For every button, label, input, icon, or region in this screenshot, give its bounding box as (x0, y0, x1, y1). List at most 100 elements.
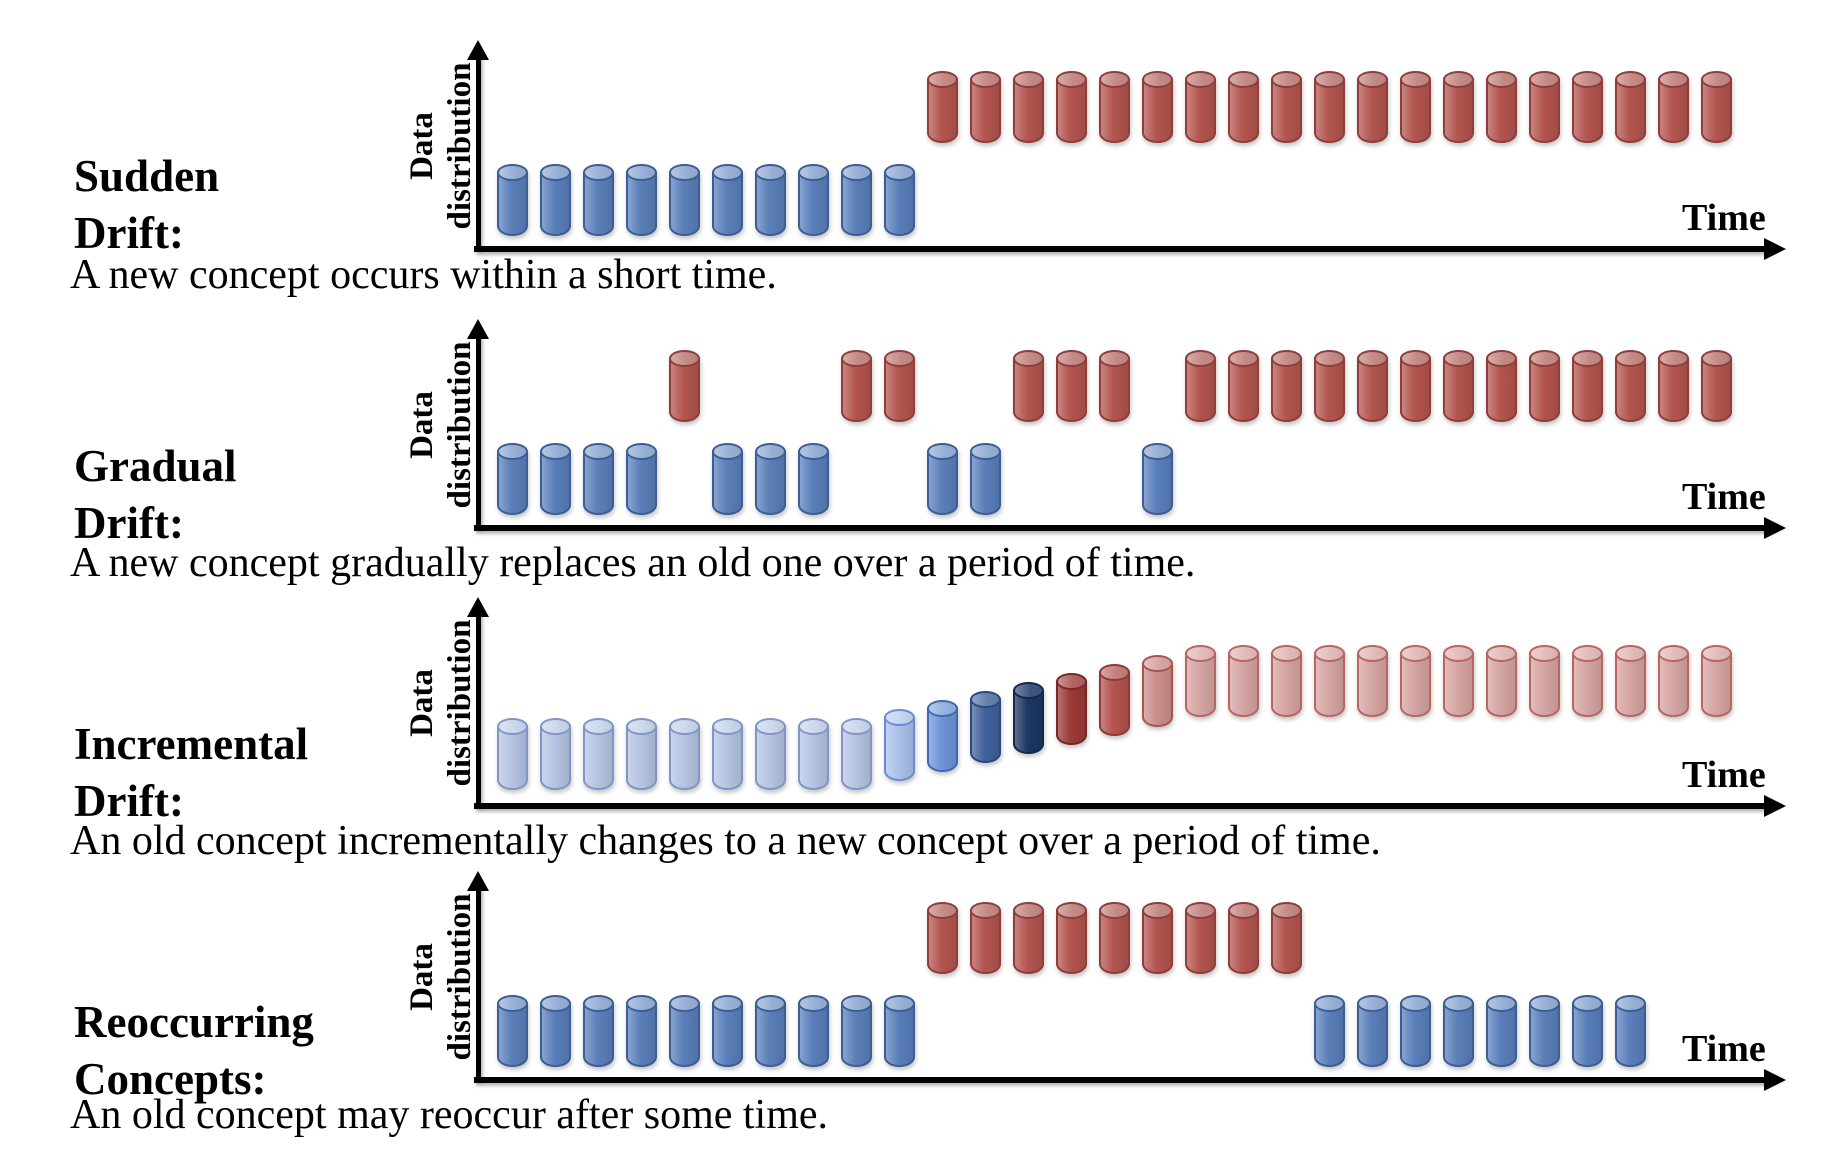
cylinder-body (798, 451, 829, 515)
cylinder-cap (1228, 350, 1259, 367)
x-axis-arrow-icon (1764, 1069, 1786, 1091)
cylinder-cap (1099, 71, 1130, 88)
cylinder-body (1443, 358, 1474, 422)
cylinder-body (927, 910, 958, 974)
cylinder-body (927, 451, 958, 515)
cylinder-cap (626, 443, 657, 460)
row-title: Gradual Drift: (74, 438, 237, 552)
cylinder-cap (583, 718, 614, 735)
cylinder-body (1357, 358, 1388, 422)
cylinder-red (1486, 350, 1517, 422)
cylinder-cap (540, 443, 571, 460)
cylinder-blue (841, 995, 872, 1067)
cylinder-cap (1185, 350, 1216, 367)
cylinder-body (1228, 79, 1259, 143)
cylinder-red (927, 71, 958, 143)
row-title: Reoccurring Concepts: (74, 994, 314, 1108)
cylinder-body (1013, 358, 1044, 422)
cylinder-blue (626, 164, 657, 236)
cylinder-cap (540, 995, 571, 1012)
cylinder-cap (1572, 995, 1603, 1012)
cylinder-cap (884, 995, 915, 1012)
cylinder-red (970, 902, 1001, 974)
cylinder-body (626, 1003, 657, 1067)
cylinder-body (1615, 79, 1646, 143)
cylinder-blue (1486, 995, 1517, 1067)
cylinder-red (1271, 350, 1302, 422)
cylinder-body (1658, 79, 1689, 143)
cylinder-blue (1572, 995, 1603, 1067)
cylinder-body (798, 172, 829, 236)
cylinder-blue (798, 443, 829, 515)
cylinder-cap (669, 350, 700, 367)
cylinder-blue (755, 443, 786, 515)
cylinder-body (583, 451, 614, 515)
cylinder-paleBlue (583, 718, 614, 790)
cylinder-palePink (1228, 645, 1259, 717)
cylinder-red (1013, 350, 1044, 422)
cylinder-cap (1228, 645, 1259, 662)
cylinder-cap (1615, 995, 1646, 1012)
y-axis-arrow-icon (467, 597, 489, 617)
cylinder-cap (1357, 350, 1388, 367)
cylinder-cap (1013, 350, 1044, 367)
cylinder-body (540, 172, 571, 236)
chart-gradual-drift: Data distribution Time (0, 319, 1824, 539)
cylinder-body (1529, 653, 1560, 717)
cylinder-cap (1572, 71, 1603, 88)
cylinder-cap (1400, 350, 1431, 367)
cylinder-body (755, 451, 786, 515)
cylinder-red (1400, 350, 1431, 422)
cylinder-cap (1099, 664, 1130, 681)
cylinder-red (1572, 71, 1603, 143)
cylinder-cap (1056, 902, 1087, 919)
cylinder-body (1701, 79, 1732, 143)
cylinder-body (497, 726, 528, 790)
time-label: Time (1682, 476, 1766, 518)
cylinder-red (1400, 71, 1431, 143)
cylinder-cap (884, 709, 915, 726)
cylinder-body (1314, 1003, 1345, 1067)
cylinder-blue (884, 164, 915, 236)
cylinder-cap (669, 718, 700, 735)
cylinder-cap (1099, 350, 1130, 367)
cylinder-cap (755, 718, 786, 735)
cylinder-body (1443, 1003, 1474, 1067)
cylinder-paleBlue (755, 718, 786, 790)
cylinder-cap (1013, 682, 1044, 699)
cylinder-palePink (1357, 645, 1388, 717)
cylinder-blue (1142, 443, 1173, 515)
cylinder-body (1013, 910, 1044, 974)
cylinder-blue (927, 443, 958, 515)
cylinder-body (540, 451, 571, 515)
cylinder-red (1529, 71, 1560, 143)
cylinder-blue (798, 164, 829, 236)
cylinder-cap (626, 995, 657, 1012)
cylinder-cap (1314, 645, 1345, 662)
cylinder-cap (1615, 645, 1646, 662)
cylinder-body (970, 79, 1001, 143)
cylinder-blue (712, 164, 743, 236)
cylinder-body (1271, 653, 1302, 717)
cylinder-body (497, 172, 528, 236)
cylinder-red (1228, 350, 1259, 422)
row-title-line2: Drift: (74, 498, 184, 548)
cylinder-cap (1185, 902, 1216, 919)
cylinder-brightBlue (927, 700, 958, 772)
chart-sudden-drift: Data distribution Time (0, 40, 1824, 260)
cylinder-blue (583, 995, 614, 1067)
cylinder-palePink (1529, 645, 1560, 717)
cylinder-blue (540, 995, 571, 1067)
cylinder-palePink (1701, 645, 1732, 717)
cylinder-cap (1658, 71, 1689, 88)
cylinder-red (1056, 350, 1087, 422)
row-title-line1: Gradual (74, 441, 237, 491)
cylinder-cap (1314, 350, 1345, 367)
y-axis-arrow-icon (467, 319, 489, 339)
row-title-line1: Sudden (74, 151, 220, 201)
time-label: Time (1682, 197, 1766, 239)
cylinder-cap (1013, 902, 1044, 919)
cylinder-red (884, 350, 915, 422)
cylinder-body (1529, 1003, 1560, 1067)
cylinder-group (0, 873, 1824, 1081)
